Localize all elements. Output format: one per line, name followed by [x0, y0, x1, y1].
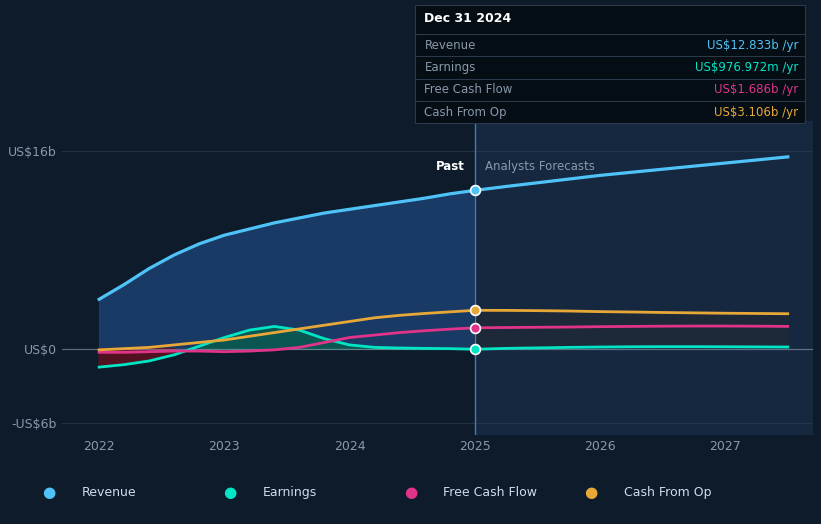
- Text: Earnings: Earnings: [424, 61, 476, 74]
- Text: US$976.972m /yr: US$976.972m /yr: [695, 61, 798, 74]
- Text: Revenue: Revenue: [82, 486, 137, 499]
- Text: US$12.833b /yr: US$12.833b /yr: [707, 39, 798, 52]
- Point: [468, 306, 481, 314]
- Text: Analysts Forecasts: Analysts Forecasts: [484, 160, 594, 173]
- Text: US$3.106b /yr: US$3.106b /yr: [714, 105, 798, 118]
- Text: Dec 31 2024: Dec 31 2024: [424, 12, 511, 25]
- Text: Past: Past: [436, 160, 465, 173]
- Point: [468, 186, 481, 194]
- Point: [468, 324, 481, 332]
- Text: ●: ●: [223, 485, 236, 500]
- Bar: [475, 121, 813, 435]
- Text: ●: ●: [43, 485, 56, 500]
- Text: ●: ●: [404, 485, 417, 500]
- Text: Cash From Op: Cash From Op: [424, 105, 507, 118]
- Text: Free Cash Flow: Free Cash Flow: [424, 83, 513, 96]
- Text: US$1.686b /yr: US$1.686b /yr: [713, 83, 798, 96]
- Text: Free Cash Flow: Free Cash Flow: [443, 486, 537, 499]
- Text: Cash From Op: Cash From Op: [624, 486, 712, 499]
- Text: Earnings: Earnings: [263, 486, 317, 499]
- Point: [468, 345, 481, 353]
- Text: Revenue: Revenue: [424, 39, 476, 52]
- Text: ●: ●: [585, 485, 598, 500]
